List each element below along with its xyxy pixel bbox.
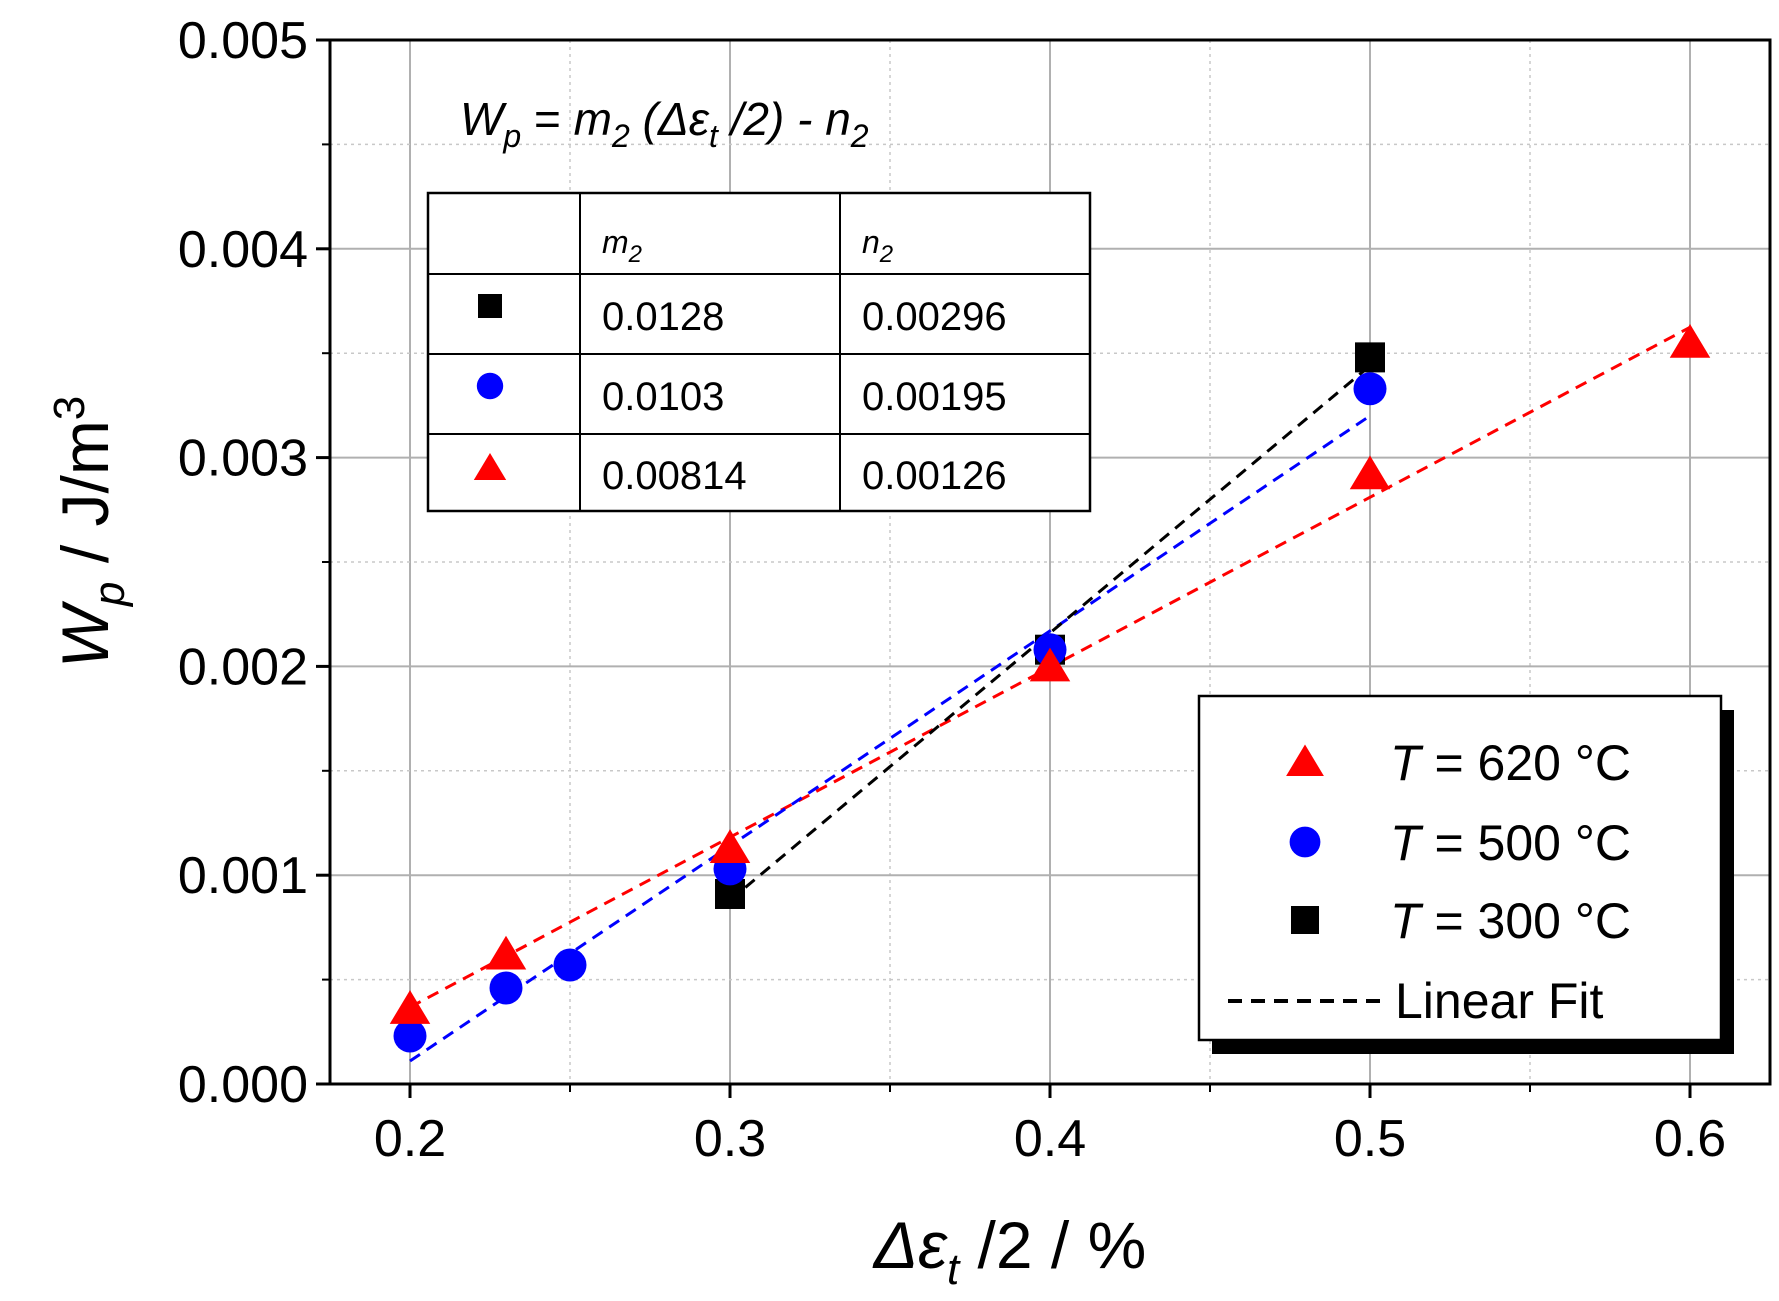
legend-marker	[1291, 906, 1319, 934]
legend-box	[1197, 694, 1723, 1042]
eq-open: (Δε	[630, 93, 710, 145]
table-row-1-n2: 0.00195	[862, 375, 1007, 419]
eq-sign: =	[521, 93, 573, 145]
x-title-rest: /2 / %	[959, 1208, 1146, 1282]
y-tick-label: 0.001	[178, 847, 308, 905]
x-title-sub: t	[947, 1245, 961, 1294]
legend-label-300-var: T	[1390, 893, 1424, 949]
x-tick-label: 0.2	[374, 1110, 446, 1168]
data-point	[1669, 324, 1711, 358]
eq-m: m	[574, 93, 612, 145]
legend-label-300: T = 300 °C	[1390, 893, 1631, 949]
table-row-marker	[478, 294, 502, 318]
data-point	[709, 829, 751, 864]
axis-ticks: 0.2 0.3 0.4 0.5 0.6 0.000 0.001 0.002 0.003 0.004…	[178, 12, 1726, 1168]
legend-label-620-rest: = 620 °C	[1421, 735, 1631, 791]
x-tick-label: 0.4	[1014, 1110, 1086, 1168]
eq-lhs-sub: p	[502, 118, 521, 154]
x-tick-label: 0.6	[1654, 1110, 1726, 1168]
y-title-sub: p	[85, 582, 134, 608]
table-header-m2-var: m	[602, 224, 629, 260]
y-tick-label: 0.004	[178, 221, 308, 279]
legend-marker	[1286, 744, 1324, 776]
table-row-1-m2: 0.0103	[602, 375, 724, 419]
table-header-n2: n2	[862, 224, 893, 268]
table-frame	[426, 191, 1092, 513]
y-title-rest: / J/m	[48, 420, 122, 581]
table-markers	[473, 294, 507, 480]
table-row-2-n2: 0.00126	[862, 454, 1007, 498]
data-point	[1355, 342, 1385, 373]
x-title-main: Δε	[872, 1208, 948, 1282]
data-points	[389, 324, 1711, 1053]
legend-label-500: T = 500 °C	[1390, 815, 1631, 871]
table-row-marker	[473, 453, 507, 480]
table-row-2-m2: 0.00814	[602, 454, 747, 498]
x-axis-title: Δεt /2 / %	[872, 1208, 1147, 1294]
y-title-main: W	[48, 600, 122, 668]
table-header-m2-sub: 2	[628, 241, 642, 268]
y-tick-label: 0.000	[178, 1056, 308, 1114]
table-row-0-n2: 0.00296	[862, 295, 1007, 339]
data-point	[485, 935, 527, 970]
y-tick-label: 0.002	[178, 638, 308, 696]
legend-markers	[1286, 744, 1324, 934]
data-point	[553, 948, 587, 982]
table-header-n2-var: n	[862, 224, 880, 260]
x-tick-label: 0.3	[694, 1110, 766, 1168]
table-header-m2: m2	[602, 224, 642, 268]
fit-line	[409, 414, 1371, 1063]
eq-n-sub: 2	[850, 118, 869, 154]
data-point	[489, 971, 523, 1005]
eq-close: /2) -	[718, 93, 825, 145]
legend-label-620: T = 620 °C	[1390, 735, 1631, 791]
y-axis-title: Wp / J/m3	[45, 396, 134, 669]
y-tick-label: 0.005	[178, 12, 308, 70]
data-point	[1353, 372, 1387, 406]
y-tick-label: 0.003	[178, 430, 308, 488]
data-point	[1029, 647, 1071, 682]
legend-label-500-var: T	[1390, 815, 1424, 871]
eq-m-sub: 2	[611, 118, 630, 154]
legend-label-fit: Linear Fit	[1395, 973, 1604, 1029]
legend-marker	[1289, 826, 1321, 858]
legend-label-300-rest: = 300 °C	[1421, 893, 1631, 949]
eq-lhs: W	[460, 93, 508, 145]
legend-label-500-rest: = 500 °C	[1421, 815, 1631, 871]
table-header-n2-sub: 2	[879, 241, 893, 268]
table-row-0-m2: 0.0128	[602, 295, 724, 339]
eq-inner-sub: t	[709, 118, 719, 154]
eq-n: n	[825, 93, 851, 145]
data-point	[389, 990, 431, 1024]
y-title-sup: 3	[45, 396, 94, 420]
table-row-marker	[476, 372, 504, 400]
legend-label-620-var: T	[1390, 735, 1424, 791]
data-point	[393, 1019, 427, 1053]
fit-equation: Wp = m2 (Δεt /2) - n2	[460, 93, 869, 154]
parameter-table: m2 n2 0.0128 0.00296 0.0103 0.00195 0.00…	[426, 191, 1092, 513]
data-point	[1349, 455, 1391, 490]
legend: T = 620 °C T = 500 °C T = 300 °C Linear …	[1197, 694, 1734, 1054]
x-tick-label: 0.5	[1334, 1110, 1406, 1168]
